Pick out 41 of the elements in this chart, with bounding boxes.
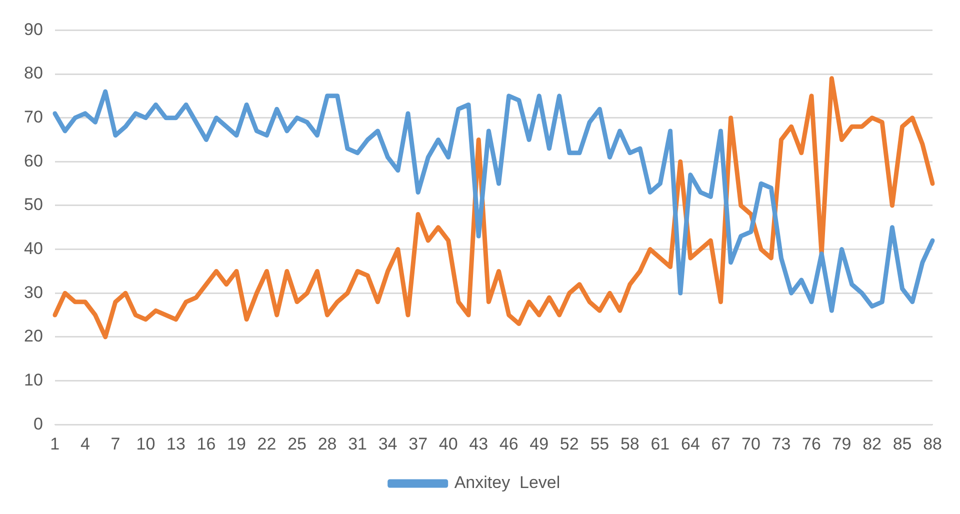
x-tick-label: 22 xyxy=(257,434,276,454)
x-tick-label: 85 xyxy=(892,434,912,454)
x-tick-label: 55 xyxy=(590,434,610,454)
y-tick-label: 0 xyxy=(33,414,43,434)
x-tick-label: 64 xyxy=(680,434,700,454)
x-tick-label: 52 xyxy=(560,434,579,454)
y-tick-label: 20 xyxy=(24,326,43,346)
y-tick-label: 40 xyxy=(24,239,43,258)
x-tick-label: 73 xyxy=(772,434,791,454)
y-tick-label: 60 xyxy=(24,151,43,170)
x-tick-label: 1 xyxy=(50,434,60,454)
x-tick-label: 37 xyxy=(408,434,428,454)
x-tick-label: 61 xyxy=(650,434,670,454)
x-tick-label: 19 xyxy=(227,434,246,454)
x-tick-label: 88 xyxy=(923,434,942,454)
y-tick-label: 30 xyxy=(24,282,43,302)
legend-label: Anxitey Level xyxy=(454,473,560,492)
x-tick-label: 79 xyxy=(832,434,852,454)
y-tick-label: 10 xyxy=(24,370,43,390)
y-tick-label: 50 xyxy=(24,195,43,214)
x-tick-label: 7 xyxy=(110,434,120,454)
x-tick-label: 4 xyxy=(80,434,90,454)
x-tick-label: 67 xyxy=(711,434,730,454)
x-tick-label: 82 xyxy=(862,434,882,454)
x-tick-label: 31 xyxy=(348,434,368,454)
x-tick-label: 58 xyxy=(620,434,640,454)
x-tick-label: 34 xyxy=(378,434,398,454)
x-tick-label: 70 xyxy=(742,434,760,454)
x-tick-label: 10 xyxy=(136,434,156,454)
x-tick-label: 43 xyxy=(469,434,488,454)
x-tick-label: 76 xyxy=(802,434,821,454)
x-tick-label: 13 xyxy=(166,434,186,454)
x-tick-label: 25 xyxy=(288,434,306,454)
y-tick-label: 70 xyxy=(24,108,43,127)
x-tick-label: 16 xyxy=(196,434,216,454)
y-tick-label: 80 xyxy=(24,64,43,83)
x-tick-label: 46 xyxy=(499,434,518,454)
x-tick-label: 40 xyxy=(438,434,458,454)
x-tick-label: 28 xyxy=(318,434,337,454)
y-tick-label: 90 xyxy=(24,20,43,39)
x-tick-label: 49 xyxy=(530,434,549,454)
